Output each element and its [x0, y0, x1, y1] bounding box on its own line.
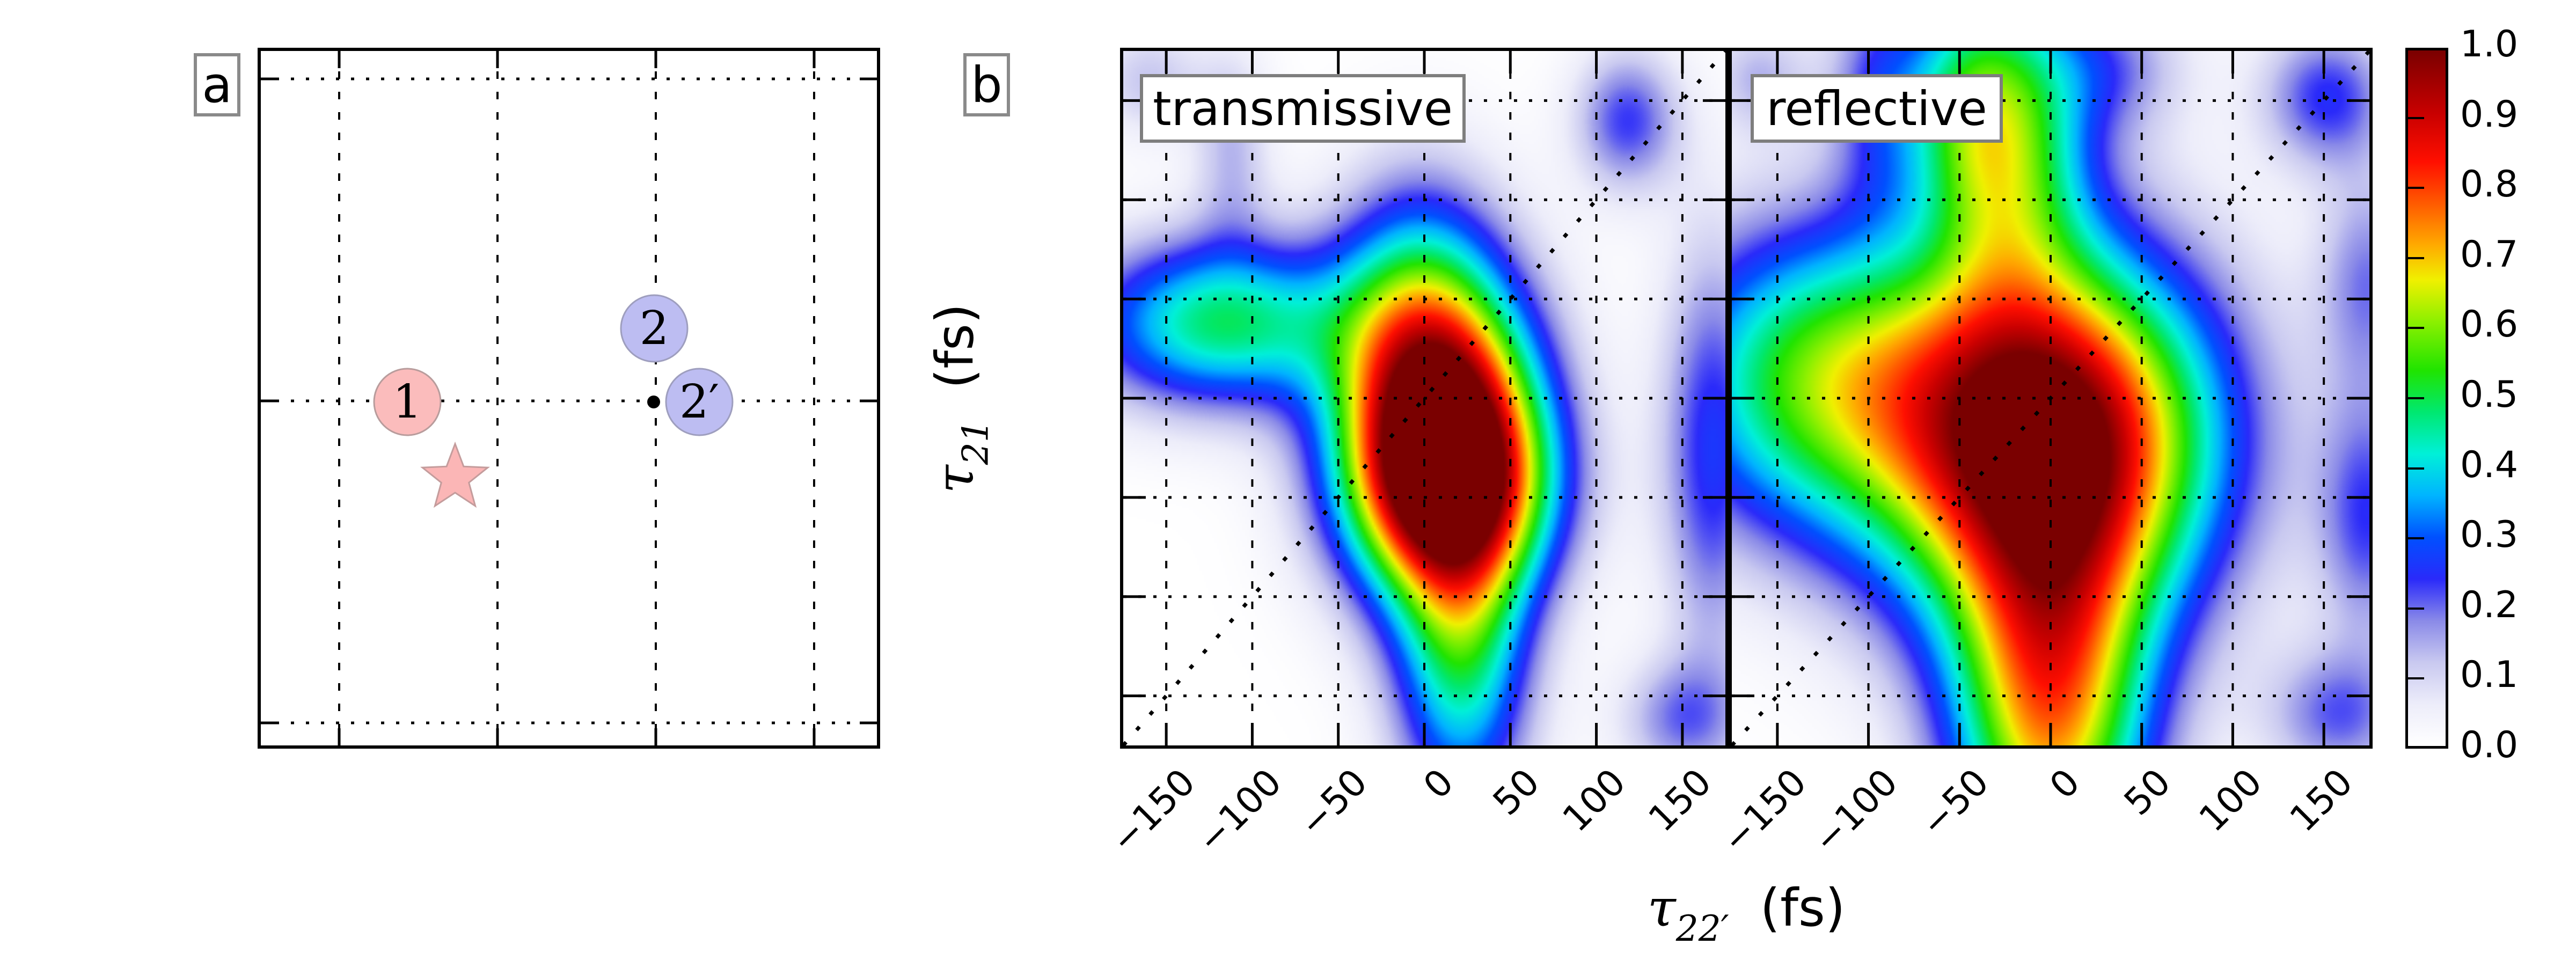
panel-b-tag: b: [963, 53, 1010, 116]
colorbar-label-0.4: 0.4: [2460, 443, 2519, 486]
x-tick-label-reflective-0: 0: [2041, 761, 2088, 808]
panel-a-tag-text: a: [202, 56, 232, 114]
x-tick-label-transmissive-−150: −150: [1103, 761, 1204, 862]
x-tick-label-transmissive-50: 50: [1485, 761, 1548, 824]
mirror-circle-1: [373, 368, 442, 436]
panel-b-tag-text: b: [971, 56, 1002, 114]
x-tick-label-reflective-150: 150: [2282, 761, 2362, 840]
x-tick-label-transmissive-−50: −50: [1291, 761, 1376, 846]
colorbar-label-0.3: 0.3: [2460, 514, 2519, 557]
colorbar-tick: [2408, 397, 2424, 399]
y-axis-subscript: 21: [955, 419, 997, 465]
x-tick-label-transmissive-−100: −100: [1189, 761, 1290, 862]
star-marker: [420, 441, 490, 508]
colorbar-label-0.0: 0.0: [2460, 724, 2519, 766]
colorbar-label-0.8: 0.8: [2460, 163, 2519, 206]
colorbar-tick: [2408, 467, 2424, 470]
colorbar-label-0.7: 0.7: [2460, 233, 2519, 276]
x-tick-label-transmissive-100: 100: [1554, 761, 1634, 840]
mirror-circle-label-2′: 2′: [679, 375, 719, 429]
colorbar-label-0.1: 0.1: [2460, 654, 2519, 697]
panel-a-grid: 1 22′: [261, 51, 877, 745]
transmissive-label-box: transmissive: [1140, 74, 1466, 143]
x-axis-label: τ22′ (fs): [1585, 878, 1907, 949]
mirror-circle-2′: [665, 368, 734, 436]
colorbar-label-0.5: 0.5: [2460, 374, 2519, 416]
x-axis-symbol: τ: [1647, 878, 1676, 938]
mirror-circle-2: [620, 294, 689, 363]
reflective-label-box: reflective: [1751, 74, 2003, 143]
x-tick-label-reflective-−100: −100: [1805, 761, 1906, 862]
colorbar-tick: [2408, 187, 2424, 189]
grid-overlay-reflective: [1732, 51, 2369, 745]
grid-overlay-transmissive: [1123, 51, 1725, 745]
colorbar-tick: [2408, 607, 2424, 610]
colorbar-label-0.9: 0.9: [2460, 93, 2519, 136]
x-axis-subscript: 22′: [1675, 908, 1729, 949]
y-axis-unit: (fs): [925, 303, 985, 389]
origin-dot: [647, 396, 660, 408]
x-tick-label-transmissive-150: 150: [1641, 761, 1720, 840]
y-axis-label: τ21 (fs): [918, 48, 1004, 749]
heatmap-transmissive: transmissive: [1120, 48, 1729, 749]
x-tick-label-transmissive-0: 0: [1415, 761, 1462, 808]
colorbar-tick: [2408, 327, 2424, 330]
colorbar-label-0.6: 0.6: [2460, 303, 2519, 346]
panel-a-tag: a: [194, 53, 240, 116]
heatmap-reflective: reflective: [1729, 48, 2373, 749]
colorbar-tick: [2408, 677, 2424, 680]
diagonal-guide: [1732, 51, 2369, 745]
panel-a-schematic: 1 2 2′: [258, 48, 880, 749]
transmissive-label: transmissive: [1153, 80, 1453, 136]
colorbar-label-0.2: 0.2: [2460, 583, 2519, 626]
colorbar-label-1.0: 1.0: [2460, 23, 2519, 65]
mirror-circle-label-1: 1: [393, 375, 422, 429]
colorbar-tick: [2408, 257, 2424, 259]
y-axis-symbol: τ: [925, 464, 985, 493]
reflective-label: reflective: [1766, 80, 1987, 136]
x-tick-label-reflective-−150: −150: [1714, 761, 1815, 862]
colorbar-tick: [2408, 116, 2424, 119]
x-tick-label-reflective-−50: −50: [1912, 761, 1997, 846]
x-tick-label-reflective-100: 100: [2191, 761, 2271, 840]
mirror-circle-label-2: 2: [640, 302, 669, 355]
colorbar-tick: [2408, 537, 2424, 540]
x-tick-label-reflective-50: 50: [2116, 761, 2179, 824]
x-axis-unit: (fs): [1760, 878, 1846, 938]
